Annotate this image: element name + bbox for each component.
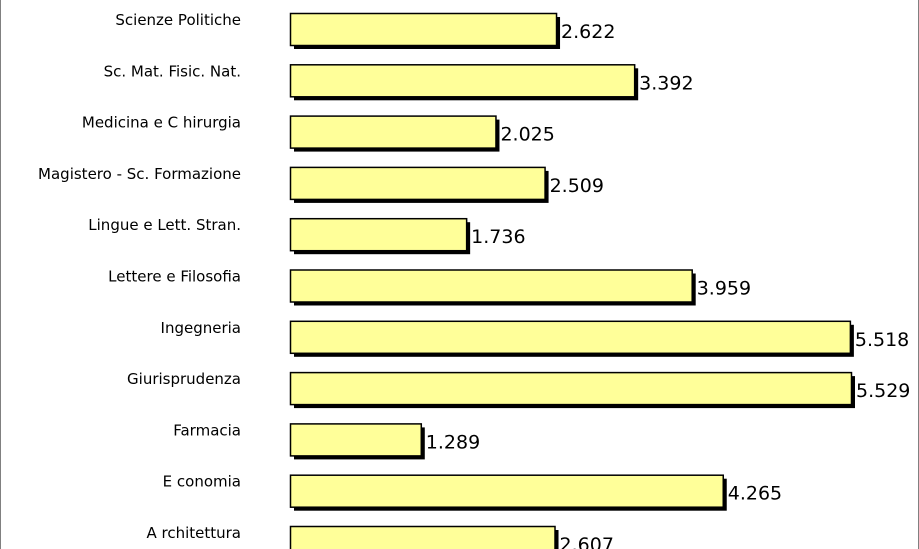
- bar: [289, 115, 497, 149]
- bar: [289, 423, 423, 457]
- bars: [289, 12, 855, 549]
- category-label: E conomia: [163, 473, 241, 491]
- category-label: Ingegneria: [161, 319, 241, 337]
- category-label: Lettere e Filosofia: [108, 268, 241, 286]
- category-labels: Scienze Politiche Sc. Mat. Fisic. Nat. Med…: [38, 11, 241, 542]
- value-label: 2.607: [560, 534, 614, 549]
- value-label: 4.265: [728, 483, 782, 505]
- value-label: 1.289: [426, 431, 480, 453]
- category-label: Lingue e Lett. Stran.: [88, 216, 241, 234]
- bar: [289, 320, 852, 355]
- category-label: Magistero - Sc. Formazione: [38, 165, 241, 183]
- value-labels: 2.622 3.392 2.025 2.509 1.736 3.959 5.518 5.529…: [426, 21, 911, 549]
- bar: [289, 474, 724, 508]
- bar: [289, 166, 546, 201]
- category-label: Farmacia: [173, 421, 241, 439]
- category-label: A rchitettura: [146, 524, 241, 542]
- value-label: 2.025: [500, 124, 554, 146]
- category-label: Scienze Politiche: [115, 11, 241, 29]
- category-label: Sc. Mat. Fisic. Nat.: [104, 62, 241, 80]
- bar: [289, 525, 556, 549]
- category-label: Giurisprudenza: [127, 370, 241, 388]
- value-label: 2.509: [550, 175, 604, 197]
- value-label: 2.622: [561, 21, 615, 43]
- bar: [289, 371, 853, 406]
- bar: [289, 217, 468, 252]
- bar: [289, 12, 558, 47]
- value-label: 3.959: [697, 278, 751, 300]
- value-label: 3.392: [639, 72, 693, 94]
- bar: [289, 269, 693, 303]
- category-label: Medicina e C hirurgia: [82, 114, 241, 132]
- value-label: 5.529: [856, 380, 910, 402]
- bar: [289, 64, 636, 98]
- value-label: 1.736: [471, 226, 525, 248]
- value-label: 5.518: [855, 329, 909, 351]
